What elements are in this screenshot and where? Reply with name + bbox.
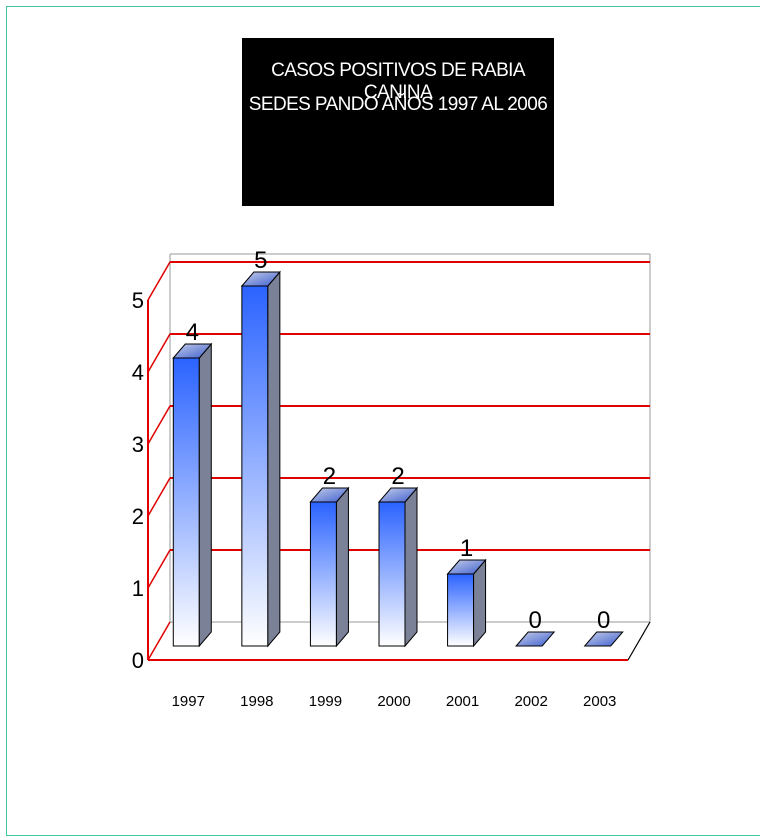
- bar-top: [240, 271, 281, 287]
- bar-side: [267, 270, 281, 648]
- x-tick-label: 1997: [172, 693, 205, 710]
- x-tick-label: 1998: [240, 693, 273, 710]
- y-tick-label: 4: [132, 360, 144, 385]
- floor-right-edge: [627, 621, 651, 661]
- data-label: 1: [460, 535, 473, 562]
- bar: [241, 285, 269, 647]
- x-tick-label: 2003: [583, 693, 616, 710]
- gridline-side: [147, 621, 171, 661]
- gridline-side: [147, 477, 171, 517]
- bar-side: [335, 486, 349, 648]
- y-tick-label: 0: [132, 648, 144, 673]
- bar-top: [172, 343, 213, 359]
- gridline-side: [147, 261, 171, 301]
- bar-top: [446, 559, 487, 575]
- gridline-side: [147, 333, 171, 373]
- gridline-side: [147, 405, 171, 445]
- y-tick-label: 1: [132, 576, 144, 601]
- bar-top: [309, 487, 350, 503]
- bar: [378, 501, 406, 647]
- x-tick-label: 2001: [446, 693, 479, 710]
- bar: [172, 357, 200, 647]
- bar: [309, 501, 337, 647]
- gridline-side: [147, 549, 171, 589]
- data-label: 2: [391, 463, 404, 490]
- bar: [447, 573, 475, 647]
- bar-side: [404, 486, 418, 648]
- y-tick-label: 2: [132, 504, 144, 529]
- chart-title: CASOS POSITIVOS DE RABIA CANINA: [271, 60, 525, 103]
- y-tick-label: 3: [132, 432, 144, 457]
- data-label: 5: [254, 247, 267, 274]
- x-tick-label: 2000: [377, 693, 410, 710]
- bar-top: [377, 487, 419, 503]
- data-label: 2: [323, 463, 336, 490]
- bar-side: [473, 558, 487, 648]
- chart-subtitle: SEDES PANDO AÑOS 1997 AL 2006: [248, 94, 548, 115]
- data-label: 0: [597, 607, 610, 634]
- bar-chart: 0 1 2 3 4 5 4 1997 5 1998 2 1999 2 2000 1 2001 0 2002 0 200…: [132, 247, 651, 710]
- data-label: 0: [528, 607, 541, 634]
- bar-side: [198, 342, 212, 648]
- bar-top: [515, 631, 556, 647]
- chart-title-box: CASOS POSITIVOS DE RABIA CANINA SEDES PA…: [242, 38, 554, 206]
- x-tick-label: 2002: [514, 693, 547, 710]
- bar-top: [583, 631, 624, 647]
- data-label: 4: [186, 319, 199, 346]
- x-tick-label: 1999: [309, 693, 342, 710]
- y-tick-label: 5: [132, 288, 144, 313]
